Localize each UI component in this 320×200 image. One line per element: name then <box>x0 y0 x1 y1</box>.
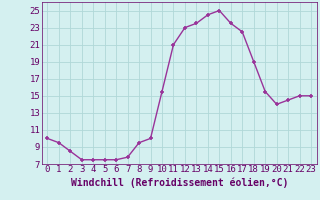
X-axis label: Windchill (Refroidissement éolien,°C): Windchill (Refroidissement éolien,°C) <box>70 177 288 188</box>
